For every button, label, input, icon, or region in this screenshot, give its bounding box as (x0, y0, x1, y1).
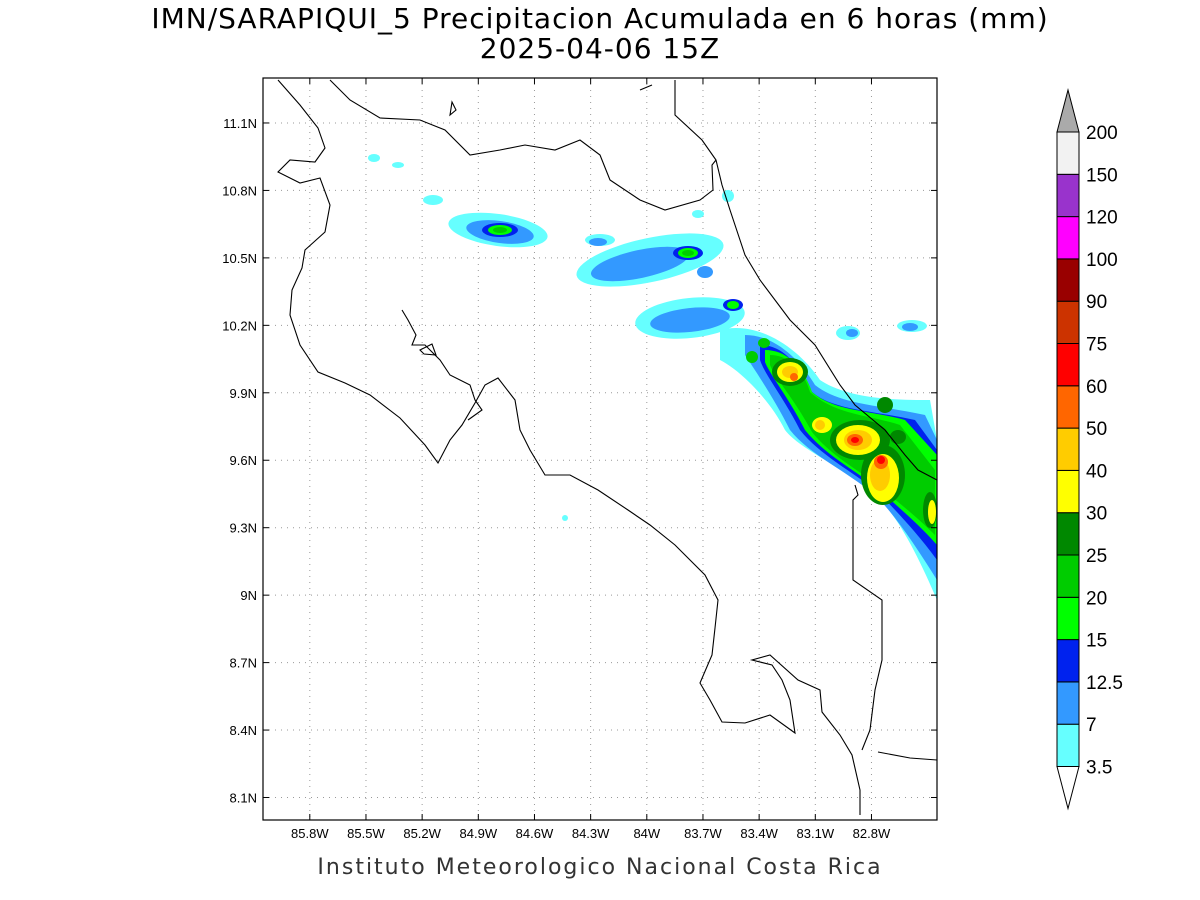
colorbar-label: 120 (1086, 208, 1118, 229)
lon-tick-label: 85.8W (291, 826, 329, 841)
colorbar-swatch (1056, 300, 1080, 345)
colorbar-swatch (1056, 596, 1080, 641)
colorbar-swatch (1056, 131, 1080, 175)
colorbar-swatch (1056, 343, 1080, 387)
colorbar-label: 25 (1086, 546, 1107, 567)
map-frame (262, 77, 938, 821)
colorbar-label: 15 (1086, 631, 1107, 652)
colorbar-label: 100 (1086, 250, 1118, 271)
colorbar-swatch (1056, 681, 1080, 725)
colorbar-label: 12.5 (1086, 673, 1123, 694)
footer-credit: Instituto Meteorologico Nacional Costa R… (317, 855, 883, 880)
colorbar-swatch (1056, 427, 1080, 471)
colorbar-lower-triangle (1056, 766, 1080, 811)
lat-tick-label: 8.7N (230, 656, 257, 671)
lat-tick-label: 10.2N (222, 318, 257, 333)
lon-tick-label: 84W (633, 826, 660, 841)
colorbar-label: 60 (1086, 377, 1107, 398)
lat-tick-label: 10.8N (222, 183, 257, 198)
colorbar-swatch (1056, 385, 1080, 429)
colorbar-label: 50 (1086, 419, 1107, 440)
lat-tick-label: 8.4N (230, 723, 257, 738)
colorbar-swatch (1056, 173, 1080, 218)
lat-tick-label: 8.1N (230, 791, 257, 806)
lon-tick-label: 84.9W (460, 826, 498, 841)
chart-title: IMN/SARAPIQUI_5 Precipitacion Acumulada … (151, 2, 1049, 35)
colorbar-swatch (1056, 216, 1080, 260)
lon-tick-label: 84.6W (516, 826, 554, 841)
coastline (277, 79, 937, 815)
lon-tick-label: 82.8W (853, 826, 891, 841)
colorbar-label: 40 (1086, 461, 1107, 482)
colorbar-swatch (1056, 258, 1080, 302)
colorbar-label: 75 (1086, 335, 1107, 356)
lat-tick-label: 9.3N (230, 521, 257, 536)
colorbar-label: 20 (1086, 588, 1107, 609)
colorbar-label: 90 (1086, 292, 1107, 313)
lat-tick-label: 9.6N (230, 453, 257, 468)
lon-tick-label: 83.7W (684, 826, 722, 841)
colorbar-label: 30 (1086, 504, 1107, 525)
colorbar-swatch (1056, 639, 1080, 683)
colorbar-swatch (1056, 723, 1080, 768)
colorbar-swatch (1056, 512, 1080, 556)
colorbar-swatch (1056, 554, 1080, 598)
colorbar-swatch (1056, 469, 1080, 514)
lat-tick-label: 10.5N (222, 251, 257, 266)
colorbar-label: 3.5 (1086, 758, 1112, 779)
lon-tick-label: 85.2W (403, 826, 441, 841)
colorbar-label: 200 (1086, 123, 1118, 144)
colorbar-label: 150 (1086, 165, 1118, 186)
lon-tick-label: 83.4W (740, 826, 778, 841)
lon-tick-label: 85.5W (347, 826, 385, 841)
colorbar-upper-triangle (1056, 88, 1080, 133)
precipitation-field (368, 154, 937, 600)
lat-tick-label: 11.1N (223, 116, 257, 131)
lon-tick-label: 83.1W (797, 826, 835, 841)
chart-subtitle: 2025-04-06 15Z (479, 32, 721, 65)
map-grid (263, 78, 937, 820)
colorbar: 3.5 7 12.5 15 20 25 30 40 50 60 75 90 100 120 150 200 (1056, 88, 1123, 811)
lat-tick-label: 9.9N (230, 386, 257, 401)
map-axes: 85.8W 85.5W 85.2W 84.9W 84.6W 84.3W 84W 83.7W 83… (222, 78, 937, 841)
colorbar-label: 7 (1086, 715, 1097, 736)
lon-tick-label: 84.3W (572, 826, 610, 841)
lat-tick-label: 9N (240, 588, 257, 603)
